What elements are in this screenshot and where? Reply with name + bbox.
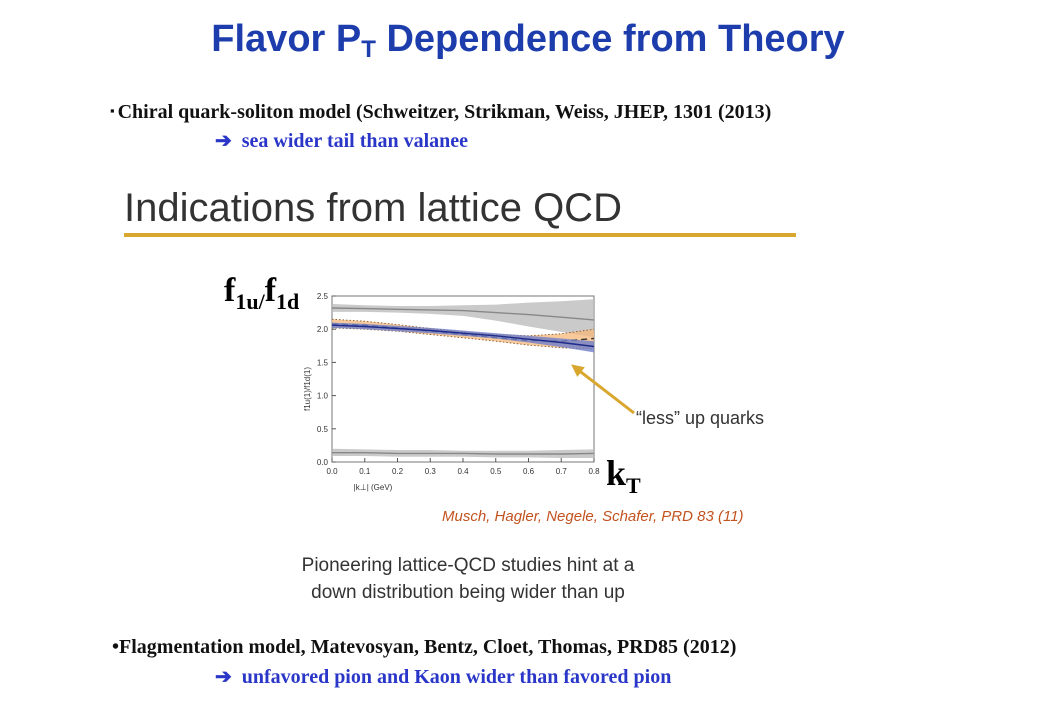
citation: Musch, Hagler, Negele, Schafer, PRD 83 (… xyxy=(442,508,744,525)
caption: Pioneering lattice-QCD studies hint at a… xyxy=(268,552,668,606)
x-tick-label: 0.2 xyxy=(392,467,404,476)
y-axis-label: f1u(1)/f1d(1) xyxy=(303,367,312,411)
bullet-chiral-model: ▪ Chiral quark-soliton model (Schweitzer,… xyxy=(110,101,772,123)
x-tick-label: 0.0 xyxy=(326,467,338,476)
x-tick-label: 0.7 xyxy=(556,467,568,476)
annotation-arrow-line xyxy=(578,369,635,415)
right-arrow-icon: ➔ xyxy=(215,666,232,688)
caption-line: down distribution being wider than up xyxy=(311,582,625,603)
y-tick-label: 0.0 xyxy=(317,458,329,467)
less-up-quarks-annotation: “less” up quarks xyxy=(636,408,765,428)
x-tick-label: 0.4 xyxy=(457,467,469,476)
annotation-arrow-head xyxy=(571,364,585,377)
x-tick-label: 0.1 xyxy=(359,467,371,476)
x-tick-label: 0.6 xyxy=(523,467,535,476)
y-tick-label: 2.5 xyxy=(317,292,329,301)
y-tick-label: 1.5 xyxy=(317,358,329,367)
round-bullet-icon: • xyxy=(112,636,120,658)
right-arrow-icon: ➔ xyxy=(215,130,232,152)
blue-band-center-line xyxy=(331,324,595,348)
y-tick-label: 2.0 xyxy=(317,325,329,334)
gray-band-bottom-center-line xyxy=(332,452,595,455)
y-tick-label: 1.0 xyxy=(317,392,329,401)
y-tick-label: 0.5 xyxy=(317,425,329,434)
blue-band-area xyxy=(332,322,594,353)
gray-band-top-center-line xyxy=(331,307,595,321)
ratio-label: f1u/f1d xyxy=(224,272,300,314)
arrow-note-pion: ➔ unfavored pion and Kaon wider than favo… xyxy=(215,666,672,688)
x-tick-label: 0.8 xyxy=(588,467,600,476)
heading-underline xyxy=(124,233,796,237)
caption-line: Pioneering lattice-QCD studies hint at a xyxy=(301,555,635,576)
slide-title: Flavor PT Dependence from Theory xyxy=(211,18,845,63)
section-heading: Indications from lattice QCD xyxy=(124,186,622,230)
x-tick-label: 0.3 xyxy=(425,467,437,476)
kt-label: kT xyxy=(606,453,641,498)
arrow-note-sea: ➔ sea wider tail than valanee xyxy=(215,130,469,152)
x-tick-label: 0.5 xyxy=(490,467,502,476)
x-axis-label: |k⊥| (GeV) xyxy=(354,483,393,492)
bullet-fragmentation-model: •Flagmentation model, Matevosyan, Bentz,… xyxy=(112,636,737,658)
square-bullet-icon: ▪ xyxy=(110,103,115,118)
